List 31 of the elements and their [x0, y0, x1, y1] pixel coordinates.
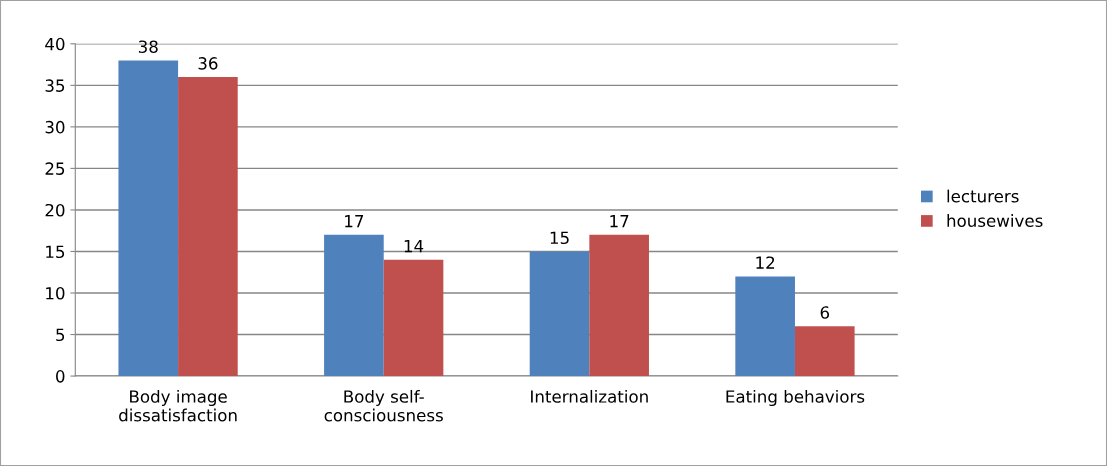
x-tick-label: Body self- consciousness [324, 389, 443, 422]
data-label: 15 [550, 231, 569, 245]
data-label: 12 [756, 256, 775, 269]
y-tick-label: 25 [45, 162, 65, 175]
data-label: 36 [198, 57, 218, 70]
data-label: 6 [820, 306, 830, 319]
y-tick-label: 10 [46, 286, 65, 300]
x-tick-label: Eating behaviors [726, 389, 865, 407]
y-tick-label: 35 [45, 79, 65, 92]
x-tick-label: Body image dissatisfaction [119, 389, 237, 422]
data-label: 17 [345, 215, 364, 228]
data-label: 17 [610, 215, 629, 228]
x-tick-label: Internalization [531, 389, 648, 403]
y-tick-label: 15 [46, 245, 65, 259]
bar [324, 234, 384, 377]
data-label: 38 [138, 40, 158, 54]
y-tick-label: 5 [56, 328, 65, 342]
bar [589, 234, 649, 377]
y-tick-label: 20 [45, 203, 65, 217]
y-tick-label: 0 [56, 370, 65, 383]
bar [383, 259, 444, 377]
y-tick-label: 40 [45, 37, 65, 51]
bar [529, 251, 590, 377]
y-tick-label: 30 [45, 120, 65, 134]
data-label: 14 [404, 239, 424, 253]
bar [118, 60, 179, 377]
legend-label: lecturers [947, 189, 1019, 203]
bar [178, 77, 238, 377]
bar [735, 276, 795, 377]
legend-label: housewives [947, 214, 1043, 227]
bar [794, 326, 855, 377]
